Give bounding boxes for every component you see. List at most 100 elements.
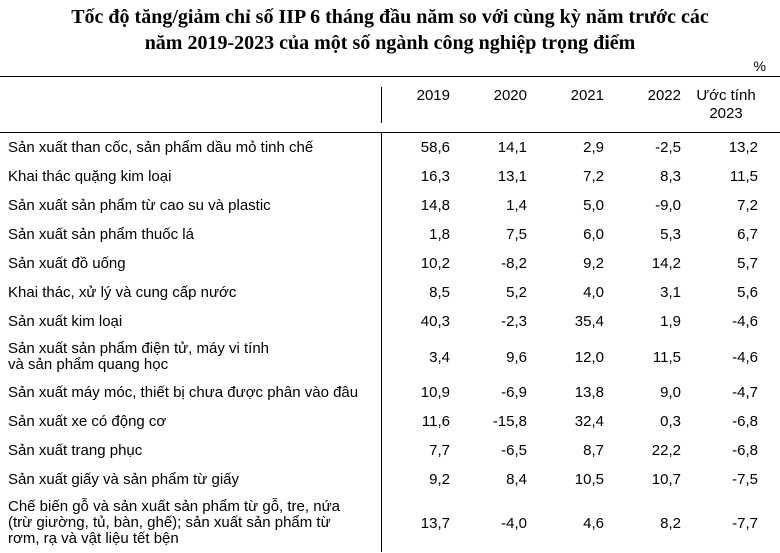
page-title: Tốc độ tăng/giảm chỉ số IIP 6 tháng đầu … [0, 4, 780, 56]
table-row: Sản xuất sản phẩm từ cao su và plastic 14… [0, 191, 780, 220]
value-cell: 3,1 [660, 284, 681, 301]
value-cell: 12,0 [574, 348, 604, 366]
row-values: 11,6 -15,8 32,4 0,3 -6,8 [381, 407, 776, 436]
row-label: Sản xuất sản phẩm điện tử, máy vi tính và… [8, 340, 270, 373]
value-cell: 6,7 [737, 226, 758, 243]
row-values: 40,3 -2,3 35,4 1,9 -4,6 [381, 307, 776, 336]
table-row: Sản xuất than cốc, sản phẩm dầu mỏ tinh … [0, 133, 780, 162]
value-cell: 8,5 [429, 284, 450, 301]
value-cell: 1,4 [506, 197, 527, 214]
value-cell: 5,0 [583, 197, 604, 214]
title-line-2: năm 2019-2023 của một số ngành công nghi… [144, 32, 636, 54]
row-label: Sản xuất trang phục [8, 441, 143, 459]
table-row: Chế biến gỗ và sản xuất sản phẩm từ gỗ, … [0, 494, 780, 552]
value-cell: -8,2 [501, 255, 527, 272]
value-cell: -2,3 [501, 313, 527, 330]
row-values: 13,7 -4,0 4,6 8,2 -7,7 [381, 494, 776, 552]
value-cell: 8,4 [506, 471, 527, 488]
value-cell: 10,5 [574, 471, 604, 488]
value-cell: 11,5 [729, 168, 758, 185]
column-header: 2020 [493, 86, 527, 104]
value-cell: 8,3 [660, 168, 681, 185]
row-values: 10,2 -8,2 9,2 14,2 5,7 [381, 249, 776, 278]
value-cell: 5,7 [737, 255, 758, 272]
value-cell: -9,0 [655, 197, 681, 214]
value-cell: 7,2 [583, 168, 604, 185]
table-row: Khai thác, xử lý và cung cấp nước 8,5 5,2 4… [0, 278, 780, 307]
row-label: Khai thác, xử lý và cung cấp nước [8, 283, 237, 301]
table-row: Sản xuất giấy và sản phẩm từ giấy 9,2 8,4 1… [0, 465, 780, 494]
value-cell: 14,8 [420, 197, 450, 214]
value-cell: 13,2 [728, 139, 758, 156]
row-label: Sản xuất xe có động cơ [8, 412, 167, 430]
value-cell: 0,3 [660, 413, 681, 430]
row-label: Sản xuất đồ uống [8, 254, 126, 272]
column-header: 2022 [647, 86, 681, 104]
value-cell: -6,9 [501, 384, 527, 401]
row-label: Sản xuất sản phẩm thuốc lá [8, 225, 194, 243]
title-line-1: Tốc độ tăng/giảm chỉ số IIP 6 tháng đầu … [71, 6, 709, 28]
row-label: Sản xuất sản phẩm từ cao su và plastic [8, 196, 271, 214]
value-cell: 1,8 [429, 226, 450, 243]
value-cell: 9,0 [660, 384, 681, 401]
column-header: Ước tính 2023 [696, 86, 756, 122]
value-cell: 4,0 [583, 284, 604, 301]
row-label: Sản xuất giấy và sản phẩm từ giấy [8, 470, 240, 488]
row-values: 58,6 14,1 2,9 -2,5 13,2 [381, 133, 776, 162]
table-row: Sản xuất trang phục 7,7 -6,5 8,7 22,2 -6,8 [0, 436, 780, 465]
row-label: Chế biến gỗ và sản xuất sản phẩm từ gỗ, … [8, 498, 340, 547]
table-row: Sản xuất sản phẩm thuốc lá 1,8 7,5 6,0 5,3 6,… [0, 220, 780, 249]
unit-label: % [753, 58, 766, 74]
value-cell: 22,2 [651, 442, 681, 459]
value-cell: 11,5 [652, 348, 681, 366]
value-cell: 8,7 [583, 442, 604, 459]
value-cell: 4,6 [583, 514, 604, 532]
column-header: 2019 [416, 86, 450, 104]
table-row: Sản xuất kim loại 40,3 -2,3 35,4 1,9 -4,6 [0, 307, 780, 336]
table-header-row: 2019 2020 2021 2022 Ước tính 2023 [0, 77, 780, 133]
value-cell: 14,1 [497, 139, 527, 156]
row-values: 1,8 7,5 6,0 5,3 6,7 [381, 220, 776, 249]
row-label: Sản xuất than cốc, sản phẩm dầu mỏ tinh … [8, 138, 314, 156]
value-cell: 10,7 [651, 471, 681, 488]
value-cell: -4,0 [501, 514, 527, 532]
value-cell: 5,2 [506, 284, 527, 301]
value-cell: 7,5 [506, 226, 527, 243]
value-cell: -15,8 [492, 413, 527, 430]
table-row: Sản xuất sản phẩm điện tử, máy vi tính và… [0, 336, 780, 378]
value-cell: 6,0 [583, 226, 604, 243]
value-cell: 13,7 [420, 514, 450, 532]
value-cell: -2,5 [655, 139, 681, 156]
value-cell: 40,3 [420, 313, 450, 330]
column-header: 2021 [570, 86, 604, 104]
value-cell: 10,2 [420, 255, 450, 272]
table-row: Sản xuất xe có động cơ 11,6 -15,8 32,4 0,3 -6… [0, 407, 780, 436]
header-year-cells: 2019 2020 2021 2022 Ước tính 2023 [381, 86, 776, 123]
table-row: Sản xuất máy móc, thiết bị chưa được phâ… [0, 378, 780, 407]
value-cell: 2,9 [583, 139, 604, 156]
value-cell: 13,8 [574, 384, 604, 401]
value-cell: -6,8 [732, 413, 758, 430]
value-cell: 8,2 [660, 514, 681, 532]
row-label: Sản xuất máy móc, thiết bị chưa được phâ… [8, 383, 359, 401]
value-cell: 9,2 [429, 471, 450, 488]
value-cell: 9,6 [506, 348, 527, 366]
data-table: 2019 2020 2021 2022 Ước tính 2023 Sản xuất th… [0, 76, 780, 552]
row-values: 14,8 1,4 5,0 -9,0 7,2 [381, 191, 776, 220]
value-cell: 35,4 [574, 313, 604, 330]
value-cell: 32,4 [574, 413, 604, 430]
value-cell: 5,6 [737, 284, 758, 301]
value-cell: 9,2 [583, 255, 604, 272]
row-values: 7,7 -6,5 8,7 22,2 -6,8 [381, 436, 776, 465]
value-cell: -6,5 [501, 442, 527, 459]
value-cell: -4,6 [732, 348, 758, 366]
value-cell: -4,6 [732, 313, 758, 330]
value-cell: 3,4 [429, 348, 450, 366]
table-row: Khai thác quặng kim loại 16,3 13,1 7,2 8,3 11… [0, 162, 780, 191]
value-cell: 10,9 [420, 384, 450, 401]
value-cell: 14,2 [651, 255, 681, 272]
row-values: 9,2 8,4 10,5 10,7 -7,5 [381, 465, 776, 494]
value-cell: 5,3 [660, 226, 681, 243]
row-values: 10,9 -6,9 13,8 9,0 -4,7 [381, 378, 776, 407]
table-row: Sản xuất đồ uống 10,2 -8,2 9,2 14,2 5,7 [0, 249, 780, 278]
